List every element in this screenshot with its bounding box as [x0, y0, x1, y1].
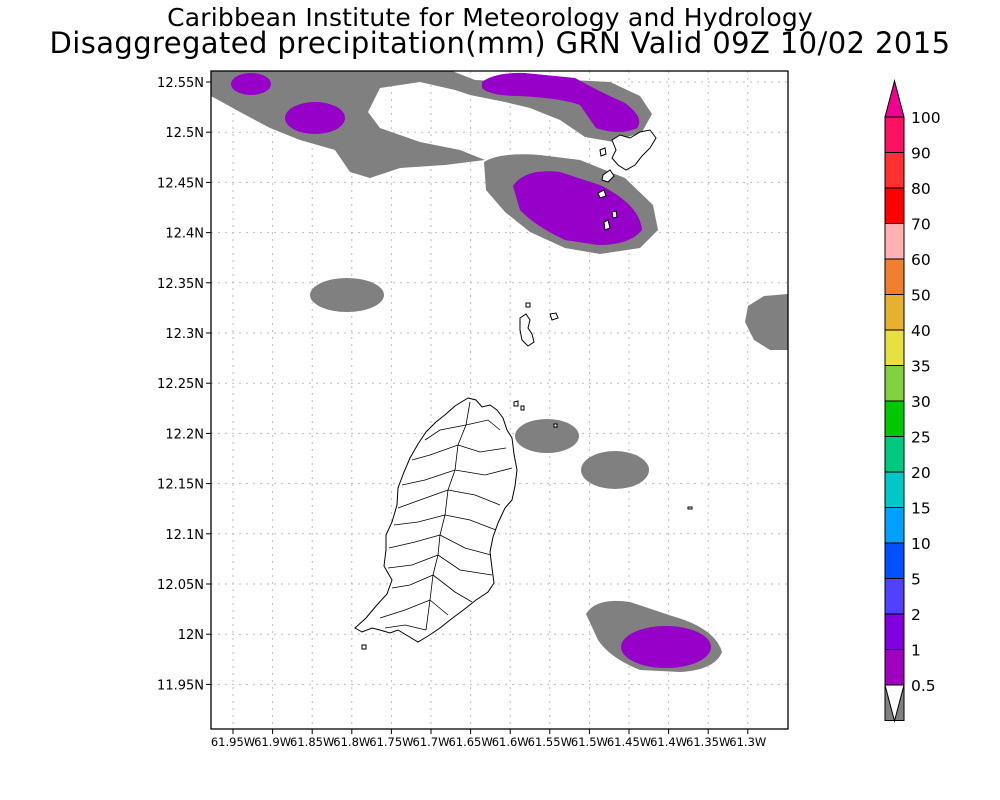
- colorbar-label: 2: [911, 606, 921, 624]
- lon-tick-label: 61.6W: [492, 735, 529, 749]
- island-south-rock: [361, 644, 367, 650]
- colorbar-label: 5: [911, 571, 921, 589]
- lat-tick-label: 12.2N: [165, 427, 204, 442]
- colorbar-legend: 100 90 80 70 60 50 40 35 30 25 20 15 10 5 2 1 0.5: [884, 79, 941, 723]
- colorbar-label: 15: [911, 500, 931, 518]
- colorbar-segment: [884, 436, 905, 473]
- island-sandy: [553, 423, 558, 428]
- precip-heavy-west: [285, 102, 345, 134]
- colorbar-label: 50: [911, 287, 931, 305]
- lat-tick-label: 12.15N: [157, 478, 204, 493]
- island-small-1: [525, 302, 531, 308]
- colorbar-segment: [884, 578, 905, 615]
- lat-tick-label: 12.5N: [165, 126, 204, 141]
- island-petit-st-vincent: [611, 210, 618, 219]
- lon-tick-label: 61.5W: [571, 735, 608, 749]
- precip-light-northwest: [211, 71, 652, 178]
- lat-tick-label: 12.35N: [157, 277, 204, 292]
- colorbar-label: 25: [911, 429, 931, 447]
- colorbar-label: 35: [911, 358, 931, 376]
- precip-heavy-northwest: [231, 73, 271, 95]
- lon-tick-label: 61.35W: [686, 735, 730, 749]
- precip-light-east-edge: [745, 294, 788, 350]
- colorbar-segment: [884, 223, 905, 260]
- colorbar-label: 0.5: [911, 677, 936, 695]
- colorbar-segment: [884, 294, 905, 331]
- chart-title: Caribbean Institute for Meteorology and …: [167, 3, 813, 32]
- precip-heavy-north: [482, 72, 640, 132]
- longitude-axis: 61.95W61.9W61.85W61.8W61.75W61.7W61.65W6…: [211, 729, 766, 749]
- colorbar-label: 70: [911, 216, 931, 234]
- colorbar-segment: [884, 613, 905, 650]
- latitude-axis: 12.55N 12.5N 12.45N 12.4N 12.35N 12.3N 12.25N 1…: [157, 76, 211, 693]
- colorbar-label: 1: [911, 642, 921, 660]
- colorbar-segment: [884, 116, 905, 153]
- grenada-coastline: [354, 397, 518, 643]
- chart-subtitle: Disaggregated precipitation(mm) GRN Vali…: [49, 26, 951, 60]
- colorbar-segment: [884, 258, 905, 295]
- colorbar-label: 20: [911, 464, 931, 482]
- lon-tick-label: 61.45W: [607, 735, 651, 749]
- lon-tick-label: 61.3W: [729, 735, 766, 749]
- lat-tick-label: 12.4N: [165, 227, 204, 242]
- precip-light-east: [581, 451, 649, 489]
- island-palm: [603, 219, 611, 231]
- island-union: [601, 169, 615, 183]
- colorbar-label: 40: [911, 322, 931, 340]
- colorbar-segment: [884, 329, 905, 366]
- island-mayreau: [597, 189, 607, 199]
- lon-tick-label: 61.95W: [211, 735, 255, 749]
- grenadines-islands: [361, 129, 693, 650]
- colorbar-label: 60: [911, 251, 931, 269]
- colorbar-label: 30: [911, 393, 931, 411]
- lat-tick-label: 11.95N: [157, 678, 204, 693]
- colorbar-segment: [884, 152, 905, 189]
- colorbar-segment: [884, 649, 905, 686]
- island-petite-martinique: [549, 312, 559, 321]
- lon-tick-label: 61.55W: [528, 735, 572, 749]
- colorbar-label: 10: [911, 535, 931, 553]
- island-ronde: [513, 400, 519, 407]
- island-canouan: [611, 129, 657, 171]
- lon-tick-label: 61.75W: [369, 735, 413, 749]
- island-east-rock: [687, 506, 693, 510]
- colorbar-segment: [884, 542, 905, 579]
- lon-tick-label: 61.9W: [254, 735, 291, 749]
- island-caille: [520, 405, 525, 411]
- precip-light-grenada-northeast: [515, 419, 579, 453]
- colorbar-segment: [884, 187, 905, 224]
- colorbar-bottom-triangle: [884, 684, 905, 723]
- map-frame: [210, 70, 789, 730]
- precip-light-west: [310, 278, 384, 312]
- island-carriacou: [519, 313, 535, 347]
- grenada-watersheds: [379, 401, 513, 631]
- colorbar-label: 90: [911, 145, 931, 163]
- lat-tick-label: 12.3N: [165, 327, 204, 342]
- lon-tick-label: 61.85W: [290, 735, 334, 749]
- colorbar-segment: [884, 507, 905, 544]
- island-bequia-area: [599, 147, 607, 157]
- colorbar-label: 100: [911, 109, 941, 127]
- lon-tick-label: 61.4W: [650, 735, 687, 749]
- colorbar-segment: [884, 471, 905, 508]
- lon-tick-label: 61.65W: [448, 735, 492, 749]
- lat-tick-label: 12.55N: [157, 76, 204, 91]
- lat-tick-label: 12.05N: [157, 578, 204, 593]
- lat-tick-label: 12N: [178, 628, 204, 643]
- lon-tick-label: 61.8W: [333, 735, 370, 749]
- colorbar-label: 80: [911, 180, 931, 198]
- lat-tick-label: 12.25N: [157, 377, 204, 392]
- lon-tick-label: 61.7W: [413, 735, 450, 749]
- colorbar-segment: [884, 365, 905, 402]
- colorbar-top-triangle: [884, 79, 905, 118]
- map-area: [210, 70, 789, 730]
- lat-tick-label: 12.45N: [157, 176, 204, 191]
- precip-heavy-southeast: [621, 626, 711, 668]
- grenada-island: [354, 397, 518, 643]
- lat-tick-label: 12.1N: [165, 528, 204, 543]
- colorbar-segment: [884, 400, 905, 437]
